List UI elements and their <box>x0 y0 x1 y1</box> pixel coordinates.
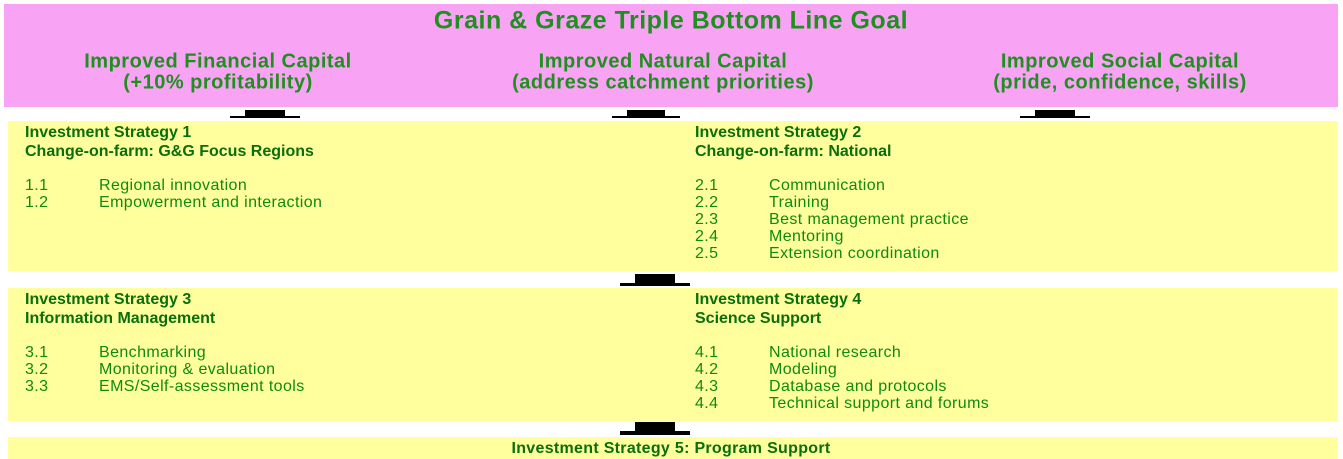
item-label: Empowerment and interaction <box>99 194 322 211</box>
item-label: Mentoring <box>769 228 844 245</box>
capital-name: Improved Financial Capital <box>84 50 352 72</box>
item-number: 4.4 <box>695 395 718 412</box>
arrow <box>612 110 680 118</box>
item-label: Monitoring & evaluation <box>99 361 275 378</box>
item-number: 3.2 <box>25 361 48 378</box>
strategy-title: Investment Strategy 1 <box>25 124 191 141</box>
item-number: 1.1 <box>25 177 48 194</box>
goal-box <box>4 4 1338 107</box>
strategy-subtitle: Change-on-farm: G&G Focus Regions <box>25 143 314 160</box>
item-label: Database and protocols <box>769 378 947 395</box>
strategy-subtitle: Information Management <box>25 310 216 327</box>
item-label: National research <box>769 344 901 361</box>
item-number: 2.5 <box>695 245 718 262</box>
arrow <box>620 274 690 286</box>
item-number: 2.2 <box>695 194 718 211</box>
strategy-subtitle: Science Support <box>695 310 822 327</box>
item-label: Technical support and forums <box>769 395 989 412</box>
capital-name: Improved Social Capital <box>1001 50 1239 72</box>
program-support: Investment Strategy 5: Program Support <box>511 440 830 457</box>
strategy-title: Investment Strategy 4 <box>695 291 861 308</box>
item-number: 4.1 <box>695 344 718 361</box>
strategy-box-top <box>8 121 1338 271</box>
item-label: Modeling <box>769 361 837 378</box>
item-label: Benchmarking <box>99 344 206 361</box>
item-label: Extension coordination <box>769 245 940 262</box>
arrow <box>230 110 300 118</box>
item-label: Communication <box>769 177 885 194</box>
item-number: 3.3 <box>25 378 48 395</box>
strategy-subtitle: Change-on-farm: National <box>695 143 891 160</box>
capital-detail: (pride, confidence, skills) <box>993 71 1247 93</box>
strategy-box-middle <box>8 288 1338 421</box>
item-number: 2.4 <box>695 228 718 245</box>
arrow <box>620 422 690 435</box>
strategy-title: Investment Strategy 3 <box>25 291 191 308</box>
item-label: Best management practice <box>769 211 969 228</box>
program-support-box <box>8 437 1338 459</box>
strategy-title: Investment Strategy 2 <box>695 124 861 141</box>
arrows <box>230 110 1090 435</box>
capital-detail: (address catchment priorities) <box>512 71 814 93</box>
item-number: 4.3 <box>695 378 718 395</box>
item-number: 3.1 <box>25 344 48 361</box>
item-number: 1.2 <box>25 194 48 211</box>
item-label: Regional innovation <box>99 177 247 194</box>
item-number: 4.2 <box>695 361 718 378</box>
capital-detail: (+10% profitability) <box>123 71 312 93</box>
item-label: Training <box>769 194 829 211</box>
item-number: 2.1 <box>695 177 718 194</box>
item-label: EMS/Self-assessment tools <box>99 378 305 395</box>
goal-title: Grain & Graze Triple Bottom Line Goal <box>434 7 908 35</box>
capital-name: Improved Natural Capital <box>539 50 788 72</box>
item-number: 2.3 <box>695 211 718 228</box>
arrow <box>1020 110 1090 118</box>
